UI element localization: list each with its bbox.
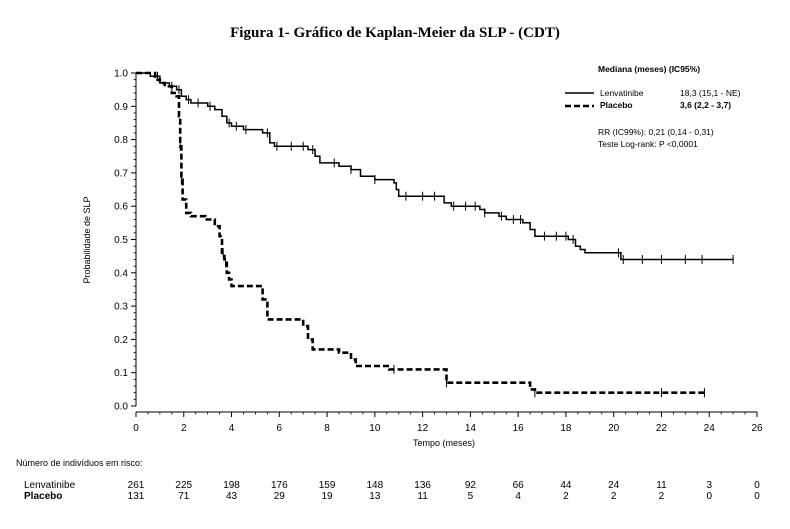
x-tick-label: 6 (277, 423, 283, 434)
risk-count-lenvatinibe: 44 (560, 480, 572, 491)
risk-count-lenvatinibe: 136 (414, 480, 431, 491)
risk-count-placebo: 2 (659, 491, 665, 502)
risk-count-lenvatinibe: 261 (128, 480, 145, 491)
y-tick-label: 0.3 (114, 302, 128, 313)
risk-count-lenvatinibe: 66 (513, 480, 525, 491)
logrank-text: Teste Log-rank: P <0,0001 (598, 139, 698, 149)
risk-count-lenvatinibe: 24 (608, 480, 620, 491)
x-tick-label: 20 (608, 423, 620, 434)
censor-marks (156, 71, 734, 398)
survival-curves (136, 71, 734, 394)
curve-placebo (136, 71, 705, 394)
legend: Mediana (meses) (IC95%) Lenvatinibe 18,3… (565, 64, 741, 149)
x-axis-label: Tempo (meses) (413, 438, 475, 448)
x-tick-label: 4 (229, 423, 235, 434)
risk-count-placebo: 11 (417, 491, 428, 502)
x-tick-label: 16 (513, 423, 525, 434)
x-tick-label: 14 (465, 423, 477, 434)
hazard-ratio-text: RR (IC99%): 0,21 (0,14 - 0,31) (598, 127, 714, 137)
risk-count-placebo: 19 (322, 491, 334, 502)
risk-count-lenvatinibe: 148 (367, 480, 384, 491)
curve-lenvatinibe (136, 72, 734, 261)
risk-count-lenvatinibe: 0 (754, 480, 760, 491)
risk-count-placebo: 0 (754, 491, 760, 502)
x-tick-label: 18 (560, 423, 572, 434)
risk-count-placebo: 5 (468, 491, 474, 502)
risk-count-lenvatinibe: 92 (465, 480, 477, 491)
legend-value-lenvatinibe: 18,3 (15,1 - NE) (680, 88, 741, 98)
plot-axes: 0.00.10.20.30.40.50.60.70.80.91.00 2 4 6 8 10… (114, 69, 763, 435)
risk-count-lenvatinibe: 176 (271, 480, 288, 491)
y-tick-label: 0.6 (114, 202, 128, 213)
risk-row-label-placebo: Placebo (24, 491, 62, 502)
risk-count-lenvatinibe: 225 (175, 480, 192, 491)
risk-count-placebo: 131 (128, 491, 145, 502)
x-tick-label: 12 (417, 423, 429, 434)
x-tick-label: 0 (133, 423, 139, 434)
risk-count-placebo: 0 (706, 491, 712, 502)
y-tick-label: 0.0 (114, 402, 128, 413)
risk-count-placebo: 2 (563, 491, 569, 502)
legend-label-lenvatinibe: Lenvatinibe (600, 88, 644, 98)
y-tick-label: 0.1 (114, 368, 128, 379)
x-tick-label: 8 (324, 423, 330, 434)
risk-table-title: Número de indivíduos em risco: (16, 458, 143, 468)
y-tick-label: 0.4 (114, 268, 128, 279)
x-tick-label: 10 (369, 423, 381, 434)
x-tick-label: 26 (751, 423, 763, 434)
y-tick-label: 1.0 (114, 69, 128, 80)
risk-row-label-lenvatinibe: Lenvatinibe (24, 480, 76, 491)
risk-count-lenvatinibe: 11 (656, 480, 667, 491)
risk-count-placebo: 13 (369, 491, 381, 502)
y-tick-label: 0.7 (114, 168, 128, 179)
risk-count-lenvatinibe: 198 (223, 480, 240, 491)
risk-count-lenvatinibe: 3 (706, 480, 712, 491)
legend-header: Mediana (meses) (IC95%) (598, 64, 700, 74)
risk-count-lenvatinibe: 159 (319, 480, 336, 491)
x-tick-label: 2 (181, 423, 187, 434)
y-tick-label: 0.9 (114, 102, 128, 113)
y-axis-label: Probabilidade de SLP (82, 196, 92, 283)
risk-count-placebo: 2 (611, 491, 617, 502)
x-tick-label: 22 (656, 423, 668, 434)
risk-count-placebo: 4 (515, 491, 521, 502)
y-tick-label: 0.8 (114, 135, 128, 146)
legend-value-placebo: 3,6 (2,2 - 3,7) (680, 100, 731, 110)
y-tick-label: 0.5 (114, 235, 128, 246)
legend-label-placebo: Placebo (600, 100, 633, 110)
y-tick-label: 0.2 (114, 335, 128, 346)
risk-count-placebo: 71 (178, 491, 190, 502)
risk-count-placebo: 43 (226, 491, 238, 502)
x-tick-label: 24 (704, 423, 716, 434)
chart-title: Figura 1- Gráfico de Kaplan-Meier da SLP… (230, 25, 560, 41)
risk-count-placebo: 29 (274, 491, 286, 502)
